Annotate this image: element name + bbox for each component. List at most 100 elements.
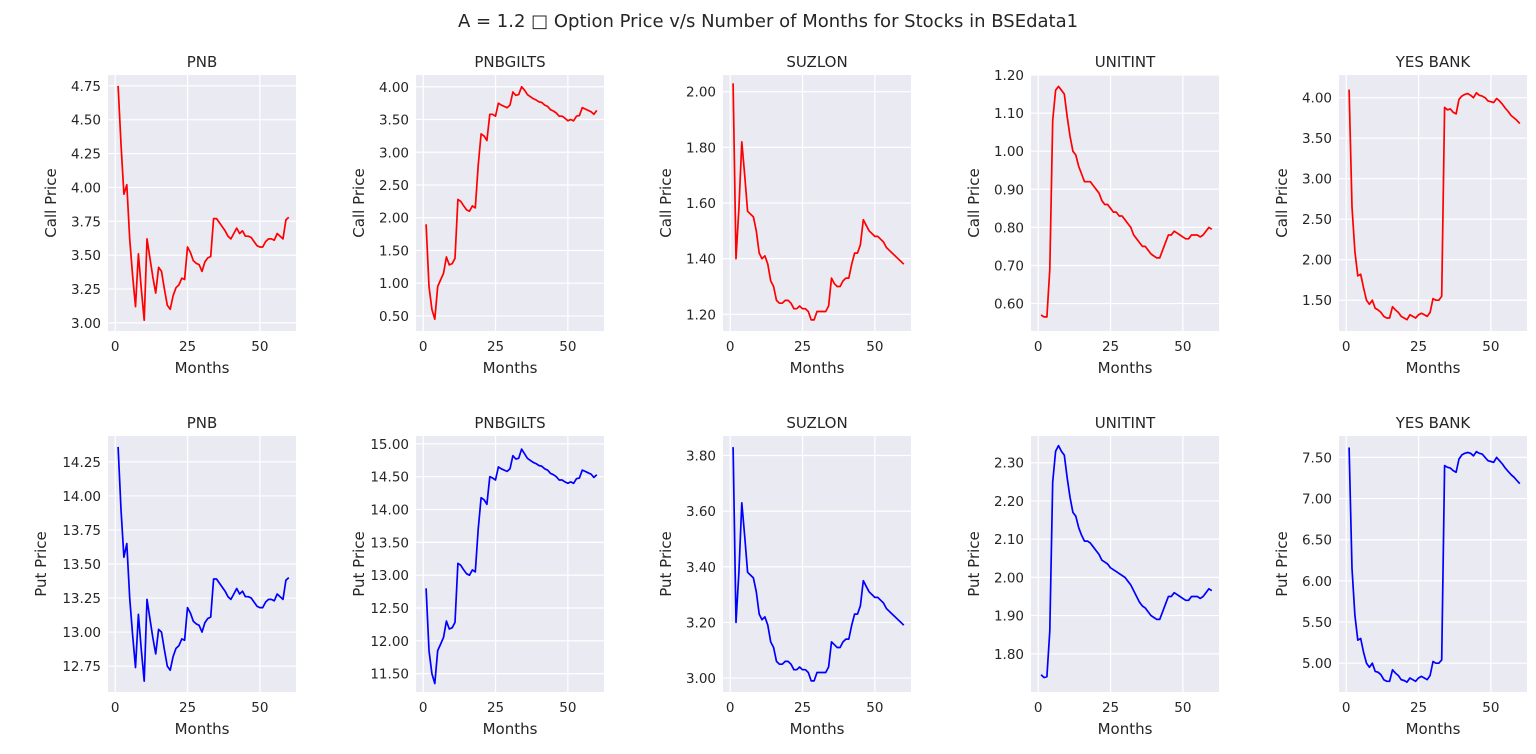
y-tick-label: 1.00 (994, 144, 1024, 160)
y-tick-label: 2.50 (1302, 212, 1332, 228)
subplot-1: 0 25 50 3.00 3.25 3.50 3.75 4.00 4.25 4.50 4.75 PNB… (42, 53, 296, 377)
x-tick-label: 0 (111, 339, 120, 355)
y-axis-label: Call Price (1273, 168, 1291, 237)
x-tick-label: 50 (866, 700, 883, 716)
x-tick-label: 50 (1174, 339, 1191, 355)
subplot-title: YES BANK (1395, 53, 1472, 71)
subplot-title: UNITINT (1095, 53, 1156, 71)
x-axis-label: Months (1406, 359, 1461, 377)
y-tick-label: 5.50 (1302, 615, 1332, 631)
x-axis-label: Months (1098, 720, 1153, 738)
x-tick-label: 25 (487, 339, 504, 355)
y-tick-label: 12.00 (370, 634, 409, 650)
subplot-title: SUZLON (786, 53, 847, 71)
x-axis-label: Months (790, 720, 845, 738)
plot-area (1339, 436, 1527, 692)
y-tick-label: 15.00 (370, 437, 409, 453)
y-tick-label: 4.00 (71, 180, 101, 196)
series-line (1348, 447, 1521, 683)
y-tick-label: 0.80 (994, 220, 1024, 236)
y-tick-label: 4.50 (71, 113, 101, 129)
subplot-title: UNITINT (1095, 414, 1156, 432)
x-tick-label: 50 (251, 700, 268, 716)
x-tick-label: 50 (559, 339, 576, 355)
y-tick-label: 3.75 (71, 214, 101, 230)
subplot-title: YES BANK (1395, 414, 1472, 432)
y-tick-label: 13.75 (62, 523, 101, 539)
y-axis-label: Call Price (350, 168, 368, 237)
y-tick-label: 14.50 (370, 470, 409, 486)
x-tick-label: 25 (179, 339, 196, 355)
series-line (1348, 89, 1521, 321)
plot-area (416, 75, 604, 331)
y-tick-label: 1.40 (686, 252, 716, 268)
y-tick-label: 1.10 (994, 106, 1024, 122)
y-axis-label: Put Price (32, 531, 50, 597)
y-axis-label: Call Price (42, 168, 60, 237)
x-tick-label: 50 (251, 339, 268, 355)
y-tick-label: 2.00 (1302, 253, 1332, 269)
x-tick-label: 0 (1034, 339, 1043, 355)
y-tick-label: 3.60 (686, 504, 716, 520)
y-tick-label: 1.60 (686, 196, 716, 212)
y-tick-label: 1.90 (994, 609, 1024, 625)
plot-area (1031, 75, 1219, 331)
y-tick-label: 0.90 (994, 182, 1024, 198)
y-tick-label: 4.75 (71, 79, 101, 95)
y-tick-label: 4.00 (379, 80, 409, 96)
plot-area (1339, 75, 1527, 331)
y-tick-label: 0.50 (379, 309, 409, 325)
y-axis-label: Put Price (1273, 531, 1291, 597)
subplot-4: 0 25 50 0.60 0.70 0.80 0.90 1.00 1.10 1.20 UNITINT… (965, 53, 1219, 377)
y-axis-label: Call Price (965, 168, 983, 237)
subplot-3: 0 25 50 1.20 1.40 1.60 1.80 2.00 SUZLON Months Cal… (657, 53, 911, 377)
x-axis-label: Months (1098, 359, 1153, 377)
subplot-title: PNB (187, 53, 218, 71)
y-tick-label: 14.00 (370, 503, 409, 519)
x-tick-label: 25 (794, 700, 811, 716)
y-tick-label: 1.50 (379, 243, 409, 259)
x-tick-label: 0 (419, 700, 428, 716)
y-tick-label: 3.50 (71, 248, 101, 264)
y-tick-label: 4.00 (1302, 91, 1332, 107)
x-axis-label: Months (175, 720, 230, 738)
x-tick-label: 0 (1342, 339, 1351, 355)
y-tick-label: 1.80 (686, 140, 716, 156)
y-tick-label: 14.00 (62, 489, 101, 505)
y-tick-label: 2.50 (379, 178, 409, 194)
subplot-6: 0 25 50 12.75 13.00 13.25 13.50 13.75 14.00 14.25… (32, 414, 296, 738)
y-tick-label: 0.70 (994, 258, 1024, 274)
x-tick-label: 25 (1102, 700, 1119, 716)
x-axis-label: Months (175, 359, 230, 377)
y-tick-label: 1.20 (994, 68, 1024, 84)
x-tick-label: 0 (419, 339, 428, 355)
x-tick-label: 25 (1102, 339, 1119, 355)
x-tick-label: 25 (794, 339, 811, 355)
subplot-7: 0 25 50 11.50 12.00 12.50 13.00 13.50 14.00 14.50… (350, 414, 604, 738)
y-tick-label: 2.30 (994, 456, 1024, 472)
x-tick-label: 25 (179, 700, 196, 716)
x-tick-label: 50 (866, 339, 883, 355)
series-line (1040, 444, 1213, 679)
subplot-2: 0 25 50 0.50 1.00 1.50 2.00 2.50 3.00 3.50 4.00 PNB… (350, 53, 604, 377)
subplot-title: PNBGILTS (474, 53, 545, 71)
y-tick-label: 1.80 (994, 647, 1024, 663)
y-axis-label: Call Price (657, 168, 675, 237)
y-tick-label: 1.50 (1302, 293, 1332, 309)
series-line (425, 85, 598, 321)
y-tick-label: 3.00 (379, 145, 409, 161)
y-tick-label: 3.00 (1302, 172, 1332, 188)
x-tick-label: 0 (1342, 700, 1351, 716)
y-axis-label: Put Price (965, 531, 983, 597)
x-tick-label: 25 (1410, 339, 1427, 355)
y-tick-label: 2.00 (686, 85, 716, 101)
x-tick-label: 0 (111, 700, 120, 716)
y-tick-label: 13.00 (370, 568, 409, 584)
plot-area (108, 75, 296, 331)
y-tick-label: 14.25 (62, 455, 101, 471)
x-tick-label: 25 (487, 700, 504, 716)
x-tick-label: 0 (1034, 700, 1043, 716)
y-tick-label: 4.25 (71, 147, 101, 163)
x-tick-label: 50 (559, 700, 576, 716)
